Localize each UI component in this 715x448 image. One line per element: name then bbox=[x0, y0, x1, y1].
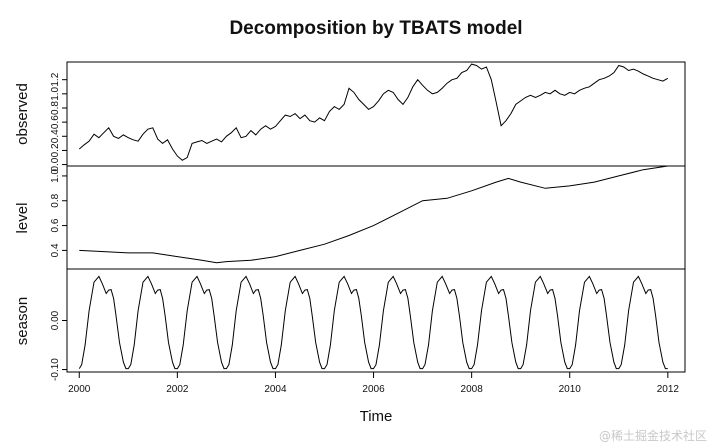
x-axis: 2000 2002 2004 2006 2008 2010 2012 bbox=[68, 371, 680, 395]
panel-observed-frame bbox=[66, 61, 686, 167]
xtick-label: 2010 bbox=[559, 384, 582, 395]
xtick-label: 2006 bbox=[362, 384, 385, 395]
ytick-label: 1.0 bbox=[50, 169, 61, 183]
ytick-label: -0.10 bbox=[50, 358, 61, 381]
ylabel-season: season bbox=[14, 297, 31, 345]
chart-title: Decomposition by TBATS model bbox=[229, 18, 522, 39]
xtick-label: 2002 bbox=[166, 384, 189, 395]
ytick-label: 0.00 bbox=[50, 310, 61, 330]
ylabel-observed: observed bbox=[14, 83, 31, 145]
watermark: @稀土掘金技术社区 bbox=[598, 429, 707, 443]
panel-season-frame bbox=[66, 268, 686, 373]
ytick-label: 0.4 bbox=[50, 243, 61, 257]
level-series-line bbox=[79, 165, 668, 264]
panel-season: season -0.10 0.00 bbox=[14, 268, 686, 381]
panel-level: level 0.4 0.6 0.8 1.0 bbox=[14, 165, 686, 270]
xtick-label: 2012 bbox=[657, 384, 680, 395]
ytick-label: 0.0 bbox=[50, 157, 61, 171]
ytick-label: 0.8 bbox=[50, 101, 61, 115]
panel-observed: observed 0.00.20.40.60.81.01.2 bbox=[14, 61, 686, 172]
ytick-label: 0.8 bbox=[50, 193, 61, 207]
xtick-label: 2004 bbox=[264, 384, 287, 395]
season-series-line bbox=[78, 275, 668, 370]
ytick-label: 0.2 bbox=[50, 143, 61, 157]
ytick-label: 0.6 bbox=[50, 115, 61, 129]
ytick-label: 1.0 bbox=[50, 86, 61, 100]
x-axis-label: Time bbox=[360, 408, 393, 425]
ylabel-level: level bbox=[14, 203, 31, 234]
ytick-label: 0.6 bbox=[50, 218, 61, 232]
ytick-label: 1.2 bbox=[50, 72, 61, 86]
xtick-label: 2008 bbox=[461, 384, 484, 395]
xtick-label: 2000 bbox=[68, 384, 91, 395]
observed-series-line bbox=[78, 63, 669, 161]
ytick-label: 0.4 bbox=[50, 129, 61, 143]
